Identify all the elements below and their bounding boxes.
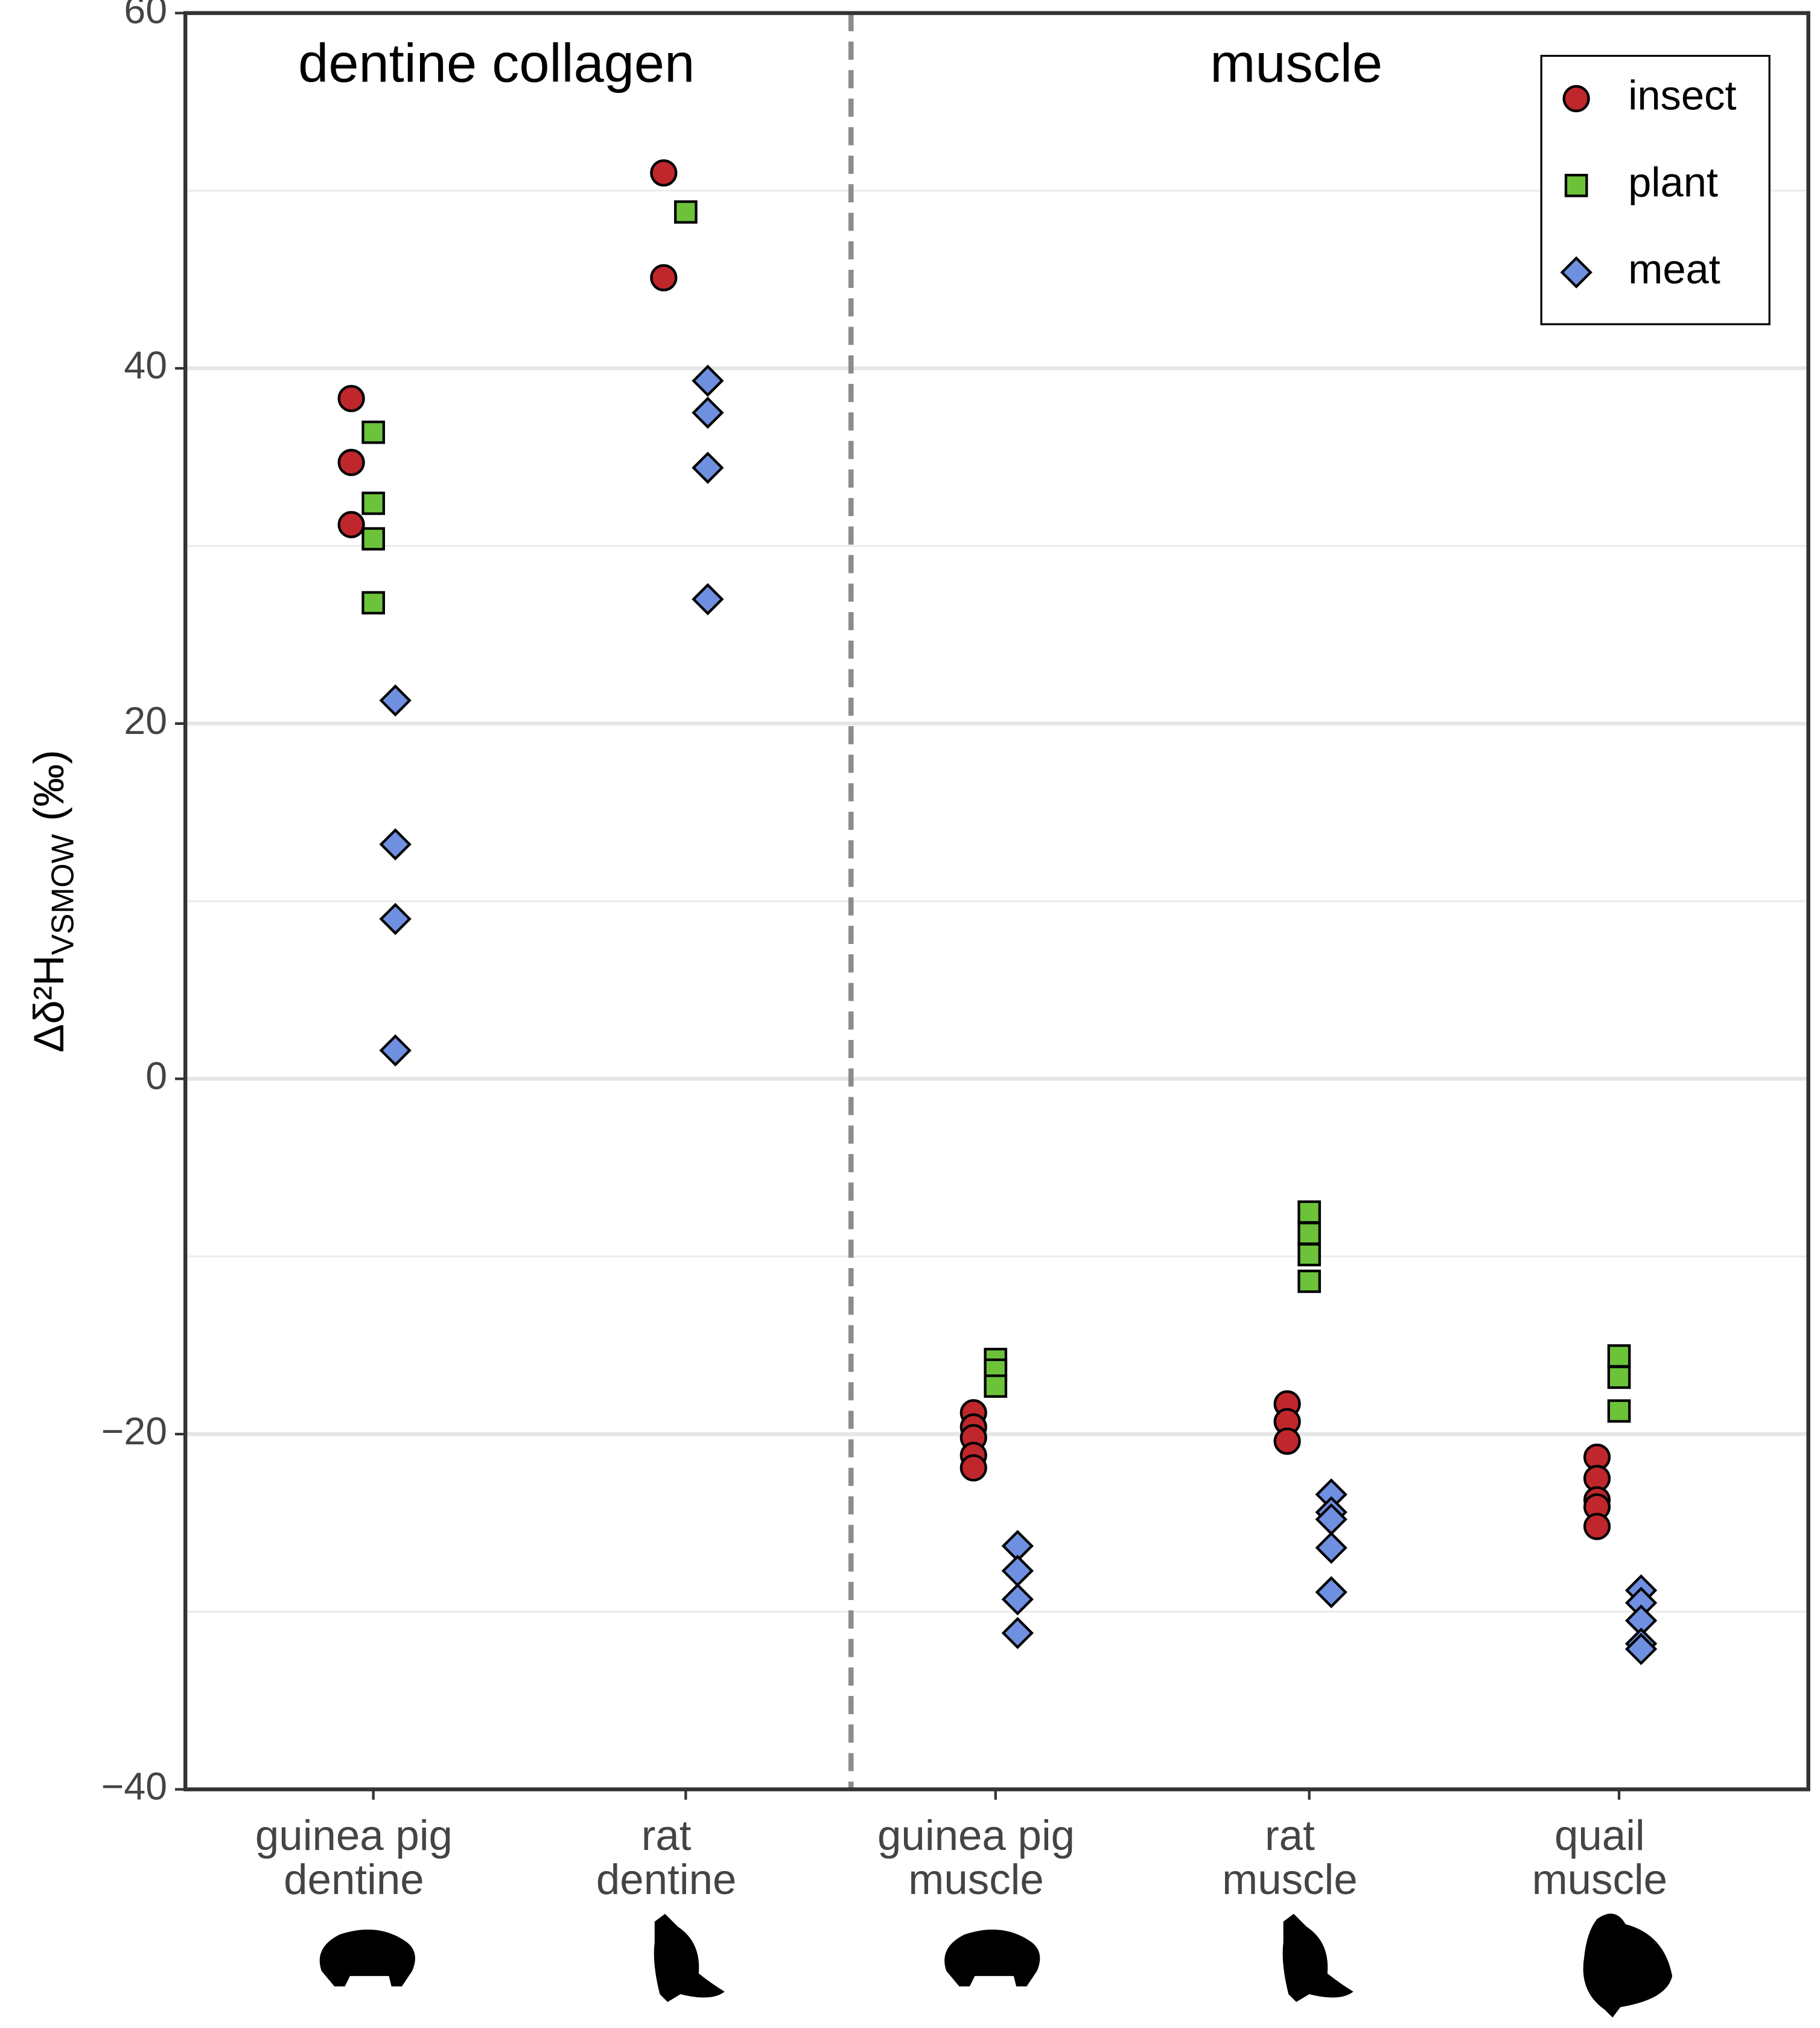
legend-marker	[1562, 84, 1590, 112]
plant-point	[1297, 1222, 1321, 1245]
x-tick-label: quail	[1554, 1812, 1645, 1860]
meat-point	[379, 828, 412, 861]
insect-point	[1273, 1427, 1301, 1455]
meat-point	[1315, 1531, 1348, 1564]
legend: insect plant meat	[1540, 54, 1771, 325]
plant-point	[361, 527, 386, 551]
guinea-pig-icon	[944, 1929, 1040, 1987]
x-tick-label: guinea pig	[255, 1812, 453, 1860]
insect-point	[337, 384, 365, 412]
y-tick-label: −40	[101, 1765, 167, 1808]
plant-point	[1607, 1399, 1631, 1423]
x-tick-label: muscle	[1222, 1856, 1358, 1904]
plant-point	[1297, 1200, 1321, 1224]
x-tick-label: dentine	[596, 1856, 737, 1904]
insect-point	[650, 264, 678, 292]
rat-icon	[1282, 1913, 1354, 2002]
plant-point	[984, 1374, 1008, 1398]
meat-point	[692, 451, 724, 484]
x-tick-label: guinea pig	[877, 1812, 1075, 1860]
plant-point	[674, 200, 698, 224]
meat-point	[692, 397, 724, 429]
meat-point	[692, 365, 724, 397]
y-tick-label: −20	[101, 1409, 167, 1453]
y-tick-label: 60	[124, 0, 167, 32]
meat-point	[379, 684, 412, 717]
plant-point	[361, 591, 386, 615]
plant-point	[361, 420, 386, 444]
meat-point	[379, 902, 412, 936]
legend-marker	[1564, 174, 1588, 197]
insect-point	[337, 448, 365, 476]
legend-label: insect	[1628, 72, 1737, 119]
plant-point	[1297, 1269, 1321, 1293]
plant-point	[1297, 1243, 1321, 1267]
plant-point	[1607, 1365, 1631, 1389]
y-axis-label-part: Δδ²H	[25, 955, 73, 1053]
x-tick-label: rat	[641, 1812, 692, 1860]
quail-icon	[1583, 1913, 1673, 2018]
y-axis-label-part: VSMOW	[45, 834, 80, 955]
insect-point	[959, 1454, 987, 1482]
legend-label: plant	[1628, 159, 1718, 205]
plot-frame	[183, 11, 1810, 1791]
meat-point	[692, 583, 724, 616]
legend-label: meat	[1628, 246, 1720, 292]
meat-point	[1624, 1633, 1658, 1665]
meat-point	[1001, 1616, 1034, 1650]
x-tick-label: rat	[1265, 1812, 1315, 1860]
rat-icon	[654, 1913, 725, 2002]
y-axis-label: Δδ²HVSMOW (‰)	[25, 750, 80, 1053]
y-tick-label: 0	[145, 1054, 167, 1097]
plant-point	[1607, 1344, 1631, 1368]
insect-point	[337, 511, 365, 538]
insect-point	[650, 159, 678, 187]
x-tick-label: muscle	[1532, 1856, 1668, 1904]
x-tick-label: muscle	[908, 1856, 1044, 1904]
plant-point	[361, 491, 386, 515]
insect-point	[1583, 1513, 1611, 1540]
legend-marker	[1560, 256, 1592, 289]
y-tick-label: 20	[124, 699, 167, 742]
section-label: muscle	[1210, 33, 1382, 94]
x-tick-label: dentine	[284, 1856, 424, 1904]
meat-point	[1315, 1576, 1348, 1609]
guinea-pig-icon	[319, 1929, 415, 1987]
y-tick-label: 40	[124, 343, 167, 387]
meat-point	[379, 1034, 412, 1067]
meat-point	[1001, 1583, 1034, 1616]
section-label: dentine collagen	[298, 33, 695, 94]
animal-icons	[319, 1913, 1673, 2018]
y-axis-label-part: (‰)	[25, 750, 73, 821]
